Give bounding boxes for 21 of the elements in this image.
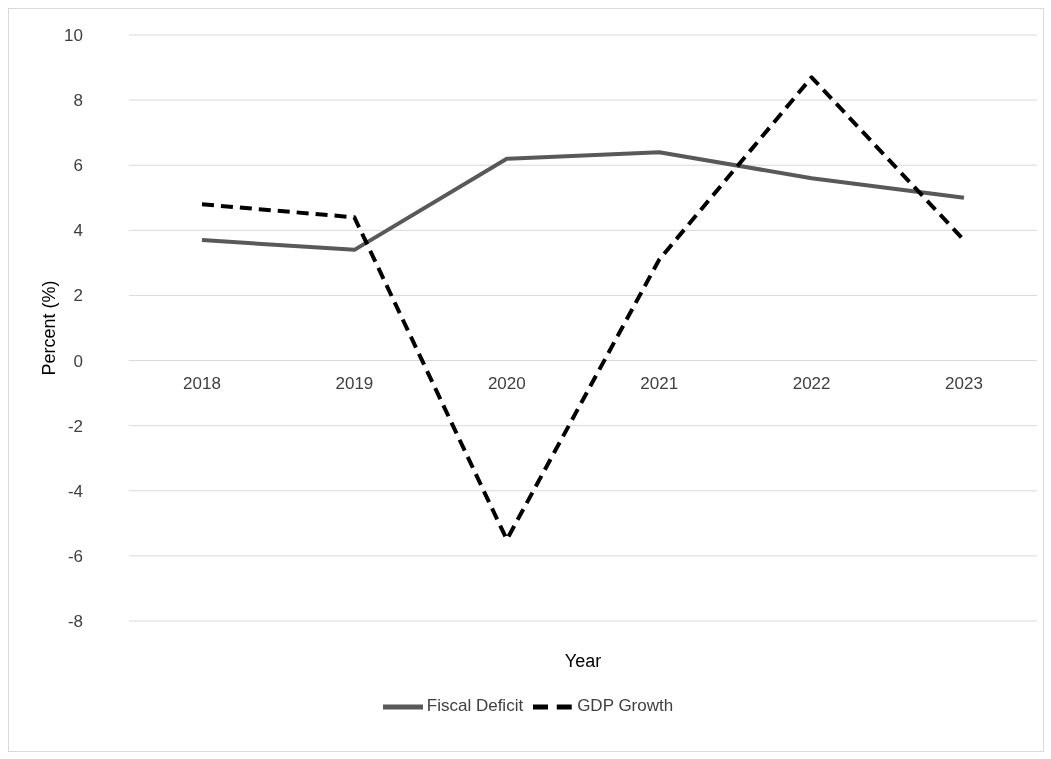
y-axis-title: Percent (%) xyxy=(39,280,60,376)
y-tick-label: -6 xyxy=(67,546,83,566)
y-tick-label: -8 xyxy=(67,612,83,632)
y-tick-label: 10 xyxy=(64,26,83,46)
y-tick-label: 4 xyxy=(73,221,83,241)
x-tick-label: 2021 xyxy=(640,373,679,393)
x-axis-title: Year xyxy=(564,651,602,671)
y-tick-label: 0 xyxy=(73,351,83,371)
y-tick-label: 6 xyxy=(73,156,83,176)
y-tick-label: -4 xyxy=(67,481,83,501)
x-tick-label: 2022 xyxy=(792,373,831,393)
x-tick-label: 2020 xyxy=(487,373,526,393)
x-tick-label: 2023 xyxy=(945,373,983,393)
legend-label: GDP Growth xyxy=(577,696,674,716)
x-tick-label: 2019 xyxy=(335,373,374,393)
y-tick-label: 2 xyxy=(73,286,83,306)
y-tick-label: 8 xyxy=(73,91,83,111)
y-tick-label: -2 xyxy=(67,416,83,436)
x-tick-label: 2018 xyxy=(183,373,221,393)
line-series xyxy=(200,150,966,252)
legend-label: Fiscal Deficit xyxy=(426,696,524,716)
